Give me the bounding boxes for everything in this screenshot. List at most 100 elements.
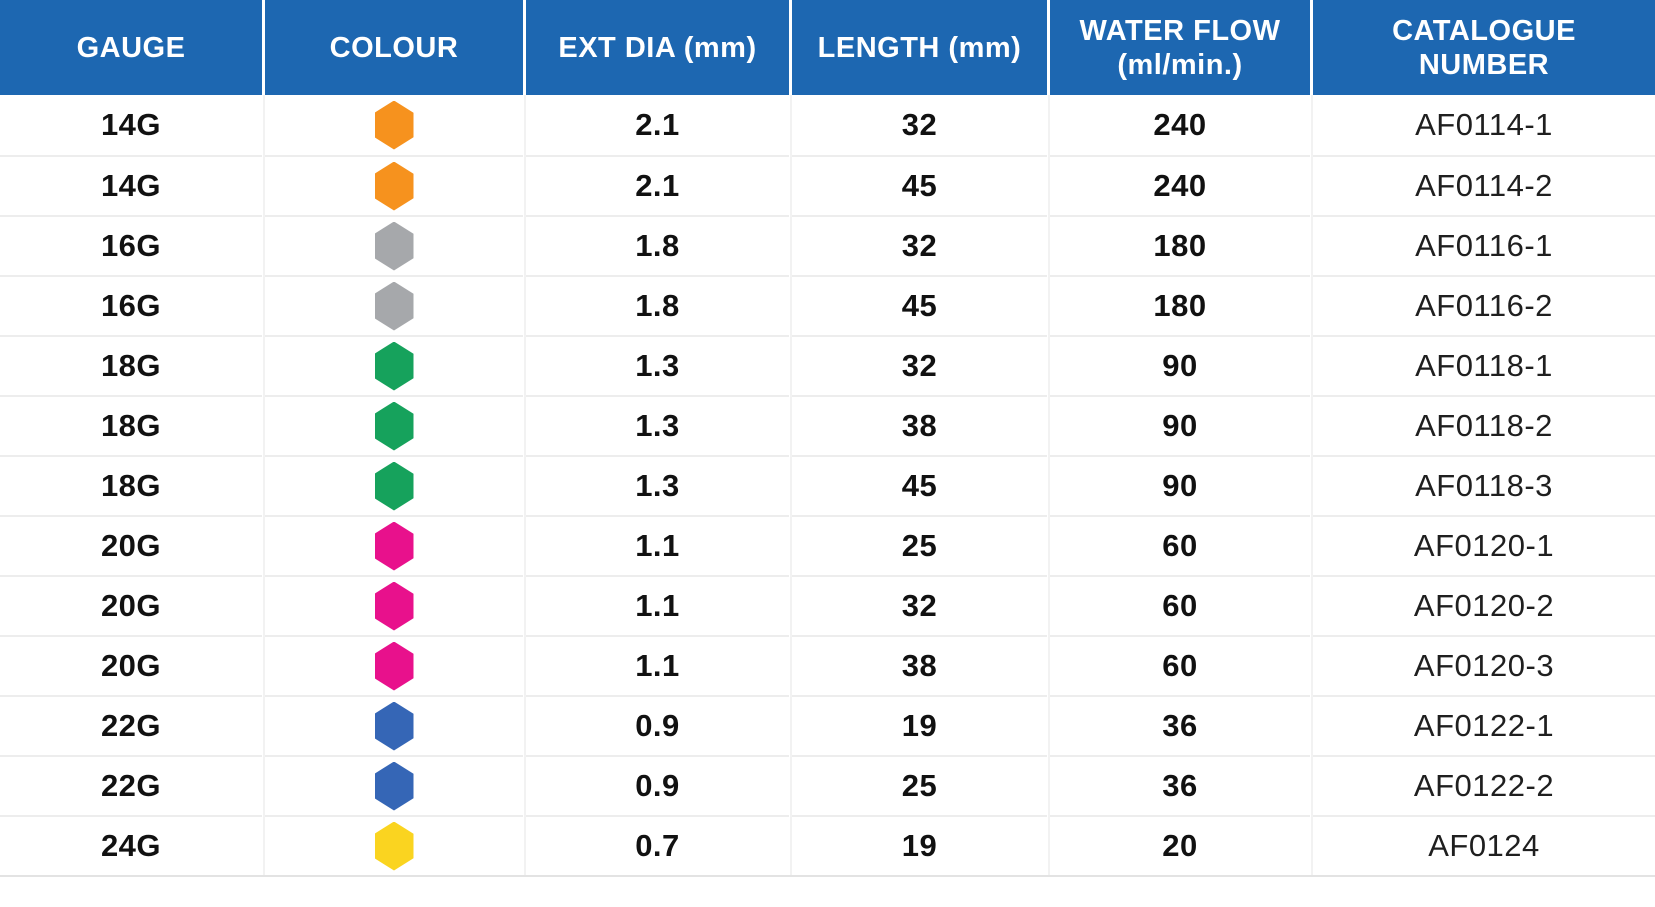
ext-dia-cell: 2.1 [526, 95, 789, 155]
colour-cell [265, 815, 523, 875]
ext-dia-cell: 1.8 [526, 275, 789, 335]
length-cell: 32 [792, 575, 1047, 635]
ext-dia-cell: 1.8 [526, 215, 789, 275]
ext-dia-cell: 1.1 [526, 575, 789, 635]
water-flow-cell: 90 [1050, 455, 1310, 515]
length-cell: 32 [792, 215, 1047, 275]
length-cell: 45 [792, 275, 1047, 335]
colour-cell [265, 95, 523, 155]
gauge-cell: 18G [0, 335, 262, 395]
gauge-cell: 14G [0, 95, 262, 155]
catalogue-number-cell: AF0120-1 [1313, 515, 1655, 575]
colour-cell [265, 275, 523, 335]
water-flow-cell: 36 [1050, 755, 1310, 815]
column-header-colour: COLOUR [265, 0, 523, 95]
table-row: 16G 1.8 32 180 AF0116-1 [0, 215, 1655, 275]
gauge-cell: 20G [0, 635, 262, 695]
water-flow-cell: 90 [1050, 395, 1310, 455]
catalogue-number-cell: AF0120-2 [1313, 575, 1655, 635]
water-flow-cell: 36 [1050, 695, 1310, 755]
colour-cell [265, 635, 523, 695]
table-row: 22G 0.9 19 36 AF0122-1 [0, 695, 1655, 755]
water-flow-cell: 20 [1050, 815, 1310, 875]
gauge-cell: 22G [0, 695, 262, 755]
catalogue-number-cell: AF0116-2 [1313, 275, 1655, 335]
colour-cell [265, 755, 523, 815]
length-cell: 45 [792, 455, 1047, 515]
water-flow-cell: 60 [1050, 575, 1310, 635]
length-cell: 45 [792, 155, 1047, 215]
ext-dia-cell: 1.1 [526, 635, 789, 695]
ext-dia-cell: 0.7 [526, 815, 789, 875]
colour-hexagon-icon [374, 701, 414, 751]
colour-hexagon-icon [374, 341, 414, 391]
colour-cell [265, 575, 523, 635]
table-row: 14G 2.1 45 240 AF0114-2 [0, 155, 1655, 215]
length-cell: 19 [792, 695, 1047, 755]
gauge-cell: 24G [0, 815, 262, 875]
column-header-length: LENGTH (mm) [792, 0, 1047, 95]
table-row: 18G 1.3 45 90 AF0118-3 [0, 455, 1655, 515]
catalogue-number-cell: AF0124 [1313, 815, 1655, 875]
colour-cell [265, 395, 523, 455]
catalogue-number-cell: AF0122-2 [1313, 755, 1655, 815]
length-cell: 19 [792, 815, 1047, 875]
water-flow-cell: 240 [1050, 95, 1310, 155]
colour-hexagon-icon [374, 221, 414, 271]
table-row: 14G 2.1 32 240 AF0114-1 [0, 95, 1655, 155]
ext-dia-cell: 0.9 [526, 695, 789, 755]
gauge-cell: 16G [0, 215, 262, 275]
gauge-cell: 20G [0, 515, 262, 575]
length-cell: 38 [792, 395, 1047, 455]
colour-cell [265, 515, 523, 575]
table-row: 20G 1.1 25 60 AF0120-1 [0, 515, 1655, 575]
length-cell: 25 [792, 755, 1047, 815]
water-flow-cell: 240 [1050, 155, 1310, 215]
table-row: 24G 0.7 19 20 AF0124 [0, 815, 1655, 875]
water-flow-cell: 60 [1050, 635, 1310, 695]
colour-hexagon-icon [374, 641, 414, 691]
ext-dia-cell: 0.9 [526, 755, 789, 815]
column-header-water-flow: WATER FLOW (ml/min.) [1050, 0, 1310, 95]
colour-hexagon-icon [374, 281, 414, 331]
colour-hexagon-icon [374, 161, 414, 211]
gauge-cell: 22G [0, 755, 262, 815]
colour-hexagon-icon [374, 581, 414, 631]
table-row: 18G 1.3 32 90 AF0118-1 [0, 335, 1655, 395]
catalogue-number-cell: AF0122-1 [1313, 695, 1655, 755]
colour-hexagon-icon [374, 521, 414, 571]
colour-cell [265, 695, 523, 755]
water-flow-cell: 90 [1050, 335, 1310, 395]
gauge-cell: 18G [0, 455, 262, 515]
catalogue-number-cell: AF0116-1 [1313, 215, 1655, 275]
colour-hexagon-icon [374, 761, 414, 811]
column-header-ext-dia: EXT DIA (mm) [526, 0, 789, 95]
gauge-cell: 16G [0, 275, 262, 335]
catalogue-number-cell: AF0118-2 [1313, 395, 1655, 455]
gauge-cell: 18G [0, 395, 262, 455]
length-cell: 32 [792, 335, 1047, 395]
table-row: 16G 1.8 45 180 AF0116-2 [0, 275, 1655, 335]
length-cell: 32 [792, 95, 1047, 155]
colour-hexagon-icon [374, 100, 414, 150]
catalogue-number-cell: AF0118-3 [1313, 455, 1655, 515]
table-row: 22G 0.9 25 36 AF0122-2 [0, 755, 1655, 815]
table-header-row: GAUGE COLOUR EXT DIA (mm) LENGTH (mm) WA… [0, 0, 1655, 95]
catalogue-number-cell: AF0118-1 [1313, 335, 1655, 395]
catalogue-number-cell: AF0114-1 [1313, 95, 1655, 155]
ext-dia-cell: 1.3 [526, 335, 789, 395]
ext-dia-cell: 1.1 [526, 515, 789, 575]
colour-cell [265, 455, 523, 515]
length-cell: 25 [792, 515, 1047, 575]
table-body: 14G 2.1 32 240 AF0114-1 14G 2.1 45 240 AF0114-2 16… [0, 95, 1655, 877]
water-flow-cell: 180 [1050, 215, 1310, 275]
column-header-catalogue: CATALOGUE NUMBER [1313, 0, 1655, 95]
table-row: 20G 1.1 32 60 AF0120-2 [0, 575, 1655, 635]
table-row: 18G 1.3 38 90 AF0118-2 [0, 395, 1655, 455]
ext-dia-cell: 1.3 [526, 395, 789, 455]
colour-cell [265, 155, 523, 215]
gauge-cell: 20G [0, 575, 262, 635]
cannula-spec-table: GAUGE COLOUR EXT DIA (mm) LENGTH (mm) WA… [0, 0, 1655, 877]
length-cell: 38 [792, 635, 1047, 695]
water-flow-cell: 180 [1050, 275, 1310, 335]
